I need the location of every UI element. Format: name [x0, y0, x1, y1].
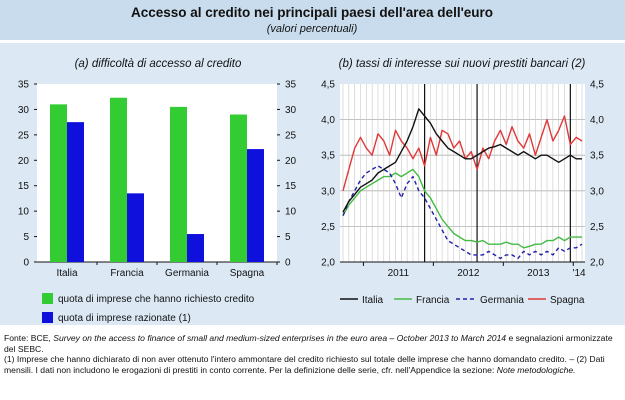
bar-y-tick-label-right: 20: [285, 156, 297, 167]
bar-chart: 0 0 5 5 10 10 15 15 20 20 25 25 30 30 35 35 Italia Franci…: [18, 80, 297, 280]
line-y-tick-label-right: 2,0: [590, 258, 604, 269]
line-y-tick-label-right: 4,5: [590, 80, 604, 91]
line-series-francia: [342, 168, 582, 249]
bar-y-tick-label-right: 10: [285, 207, 297, 218]
bar-y-tick-label-left: 35: [18, 80, 30, 91]
bar-y-tick-label-right: 30: [285, 105, 297, 116]
bar-y-tick-label-right: 35: [285, 80, 297, 91]
figure-subtitle: (valori percentuali): [267, 23, 358, 35]
bar-y-tick-label-right: 0: [285, 258, 291, 269]
footnote-text: (1) Imprese che hanno dichiarato di non …: [4, 354, 616, 375]
bar-y-tick-label-right: 25: [285, 130, 297, 141]
bar-y-tick-label-right: 15: [285, 181, 297, 192]
line-series-germania: [342, 165, 583, 260]
chart-a-title: (a) difficoltà di accesso al credito: [75, 58, 242, 70]
line-x-tick-label: 2011: [388, 268, 410, 279]
legend-label-rationed: quota di imprese razionate (1): [58, 313, 191, 324]
line-y-tick-label-right: 3,5: [590, 151, 604, 162]
source-text-pre: BCE,: [30, 333, 51, 343]
footnote-2: – (2) Dati mensili. I dati non includono…: [4, 354, 605, 375]
source-label: Fonte:: [4, 333, 29, 343]
footnote-2-italic: Note metodologiche.: [496, 364, 576, 375]
line-x-tick-label: 2012: [457, 268, 480, 279]
legend-label-germania: Germania: [480, 295, 524, 306]
line-y-tick-label-left: 2,0: [321, 258, 335, 269]
line-y-tick-label-right: 4,0: [590, 115, 604, 126]
bar-y-tick-label-left: 15: [18, 181, 30, 192]
figure-title: Accesso al credito nei principali paesi …: [131, 5, 493, 20]
bar-x-tick-label: Francia: [110, 268, 144, 279]
footnotes: Fonte: BCE, Survey on the access to fina…: [4, 333, 616, 375]
line-x-tick-label: 2013: [527, 268, 550, 279]
legend-swatch-requested: [42, 293, 53, 304]
bar-rationed-francia: [127, 193, 144, 262]
bar-x-tick-label: Spagna: [230, 268, 265, 279]
bar-requested-spagna: [230, 114, 247, 262]
line-series-spagna: [342, 115, 583, 191]
bar-y-tick-label-left: 5: [23, 232, 29, 243]
chart-b-title: (b) tassi di interesse sui nuovi prestit…: [339, 58, 586, 70]
bar-rationed-germania: [187, 234, 204, 262]
bar-y-tick-label-left: 25: [18, 130, 30, 141]
line-y-tick-label-right: 2,5: [590, 222, 604, 233]
legend-label-francia: Francia: [416, 295, 450, 306]
bar-requested-francia: [110, 97, 127, 262]
bar-y-tick-label-left: 10: [18, 207, 30, 218]
line-y-tick-label-left: 3,5: [321, 151, 335, 162]
legend-label-requested: quota di imprese che hanno richiesto cre…: [58, 294, 255, 305]
bar-y-tick-label-left: 0: [23, 258, 29, 269]
legend-label-italia: Italia: [362, 295, 384, 306]
bar-x-tick-label: Germania: [165, 268, 209, 279]
line-plot-area: [340, 84, 585, 262]
source-text-italic: Survey on the access to finance of small…: [53, 333, 507, 343]
footnote-1: (1) Imprese che hanno dichiarato di non …: [4, 354, 567, 365]
bar-y-tick-label-right: 5: [285, 232, 291, 243]
bar-x-tick-label: Italia: [56, 268, 78, 279]
bar-requested-italia: [50, 104, 67, 262]
line-y-tick-label-left: 4,5: [321, 80, 335, 91]
line-x-tick-label: '14: [573, 268, 586, 279]
bar-y-tick-label-left: 20: [18, 156, 30, 167]
line-series-italia: [342, 108, 582, 213]
line-y-tick-label-left: 2,5: [321, 222, 335, 233]
line-y-tick-label-left: 4,0: [321, 115, 335, 126]
bar-y-tick-label-left: 30: [18, 105, 30, 116]
legend-label-spagna: Spagna: [550, 295, 585, 306]
source-text-post: e segnalazioni armonizzate del SEBC.: [4, 333, 613, 354]
source-note: Fonte: BCE, Survey on the access to fina…: [4, 333, 616, 354]
line-y-tick-label-left: 3,0: [321, 186, 335, 197]
header-band: [0, 0, 625, 40]
bar-rationed-spagna: [247, 149, 264, 262]
line-chart: 2,0 2,0 2,5 2,5 3,0 3,0 3,5 3,5 4,0 4,0 4,5 4,5 2011…: [321, 80, 604, 280]
legend-swatch-rationed: [42, 312, 53, 323]
line-y-tick-label-right: 3,0: [590, 186, 604, 197]
line-legend: Italia Francia Germania Spagna: [340, 295, 585, 306]
bar-rationed-italia: [67, 122, 84, 263]
bar-legend: quota di imprese che hanno richiesto cre…: [42, 293, 255, 324]
bar-requested-germania: [170, 106, 187, 262]
